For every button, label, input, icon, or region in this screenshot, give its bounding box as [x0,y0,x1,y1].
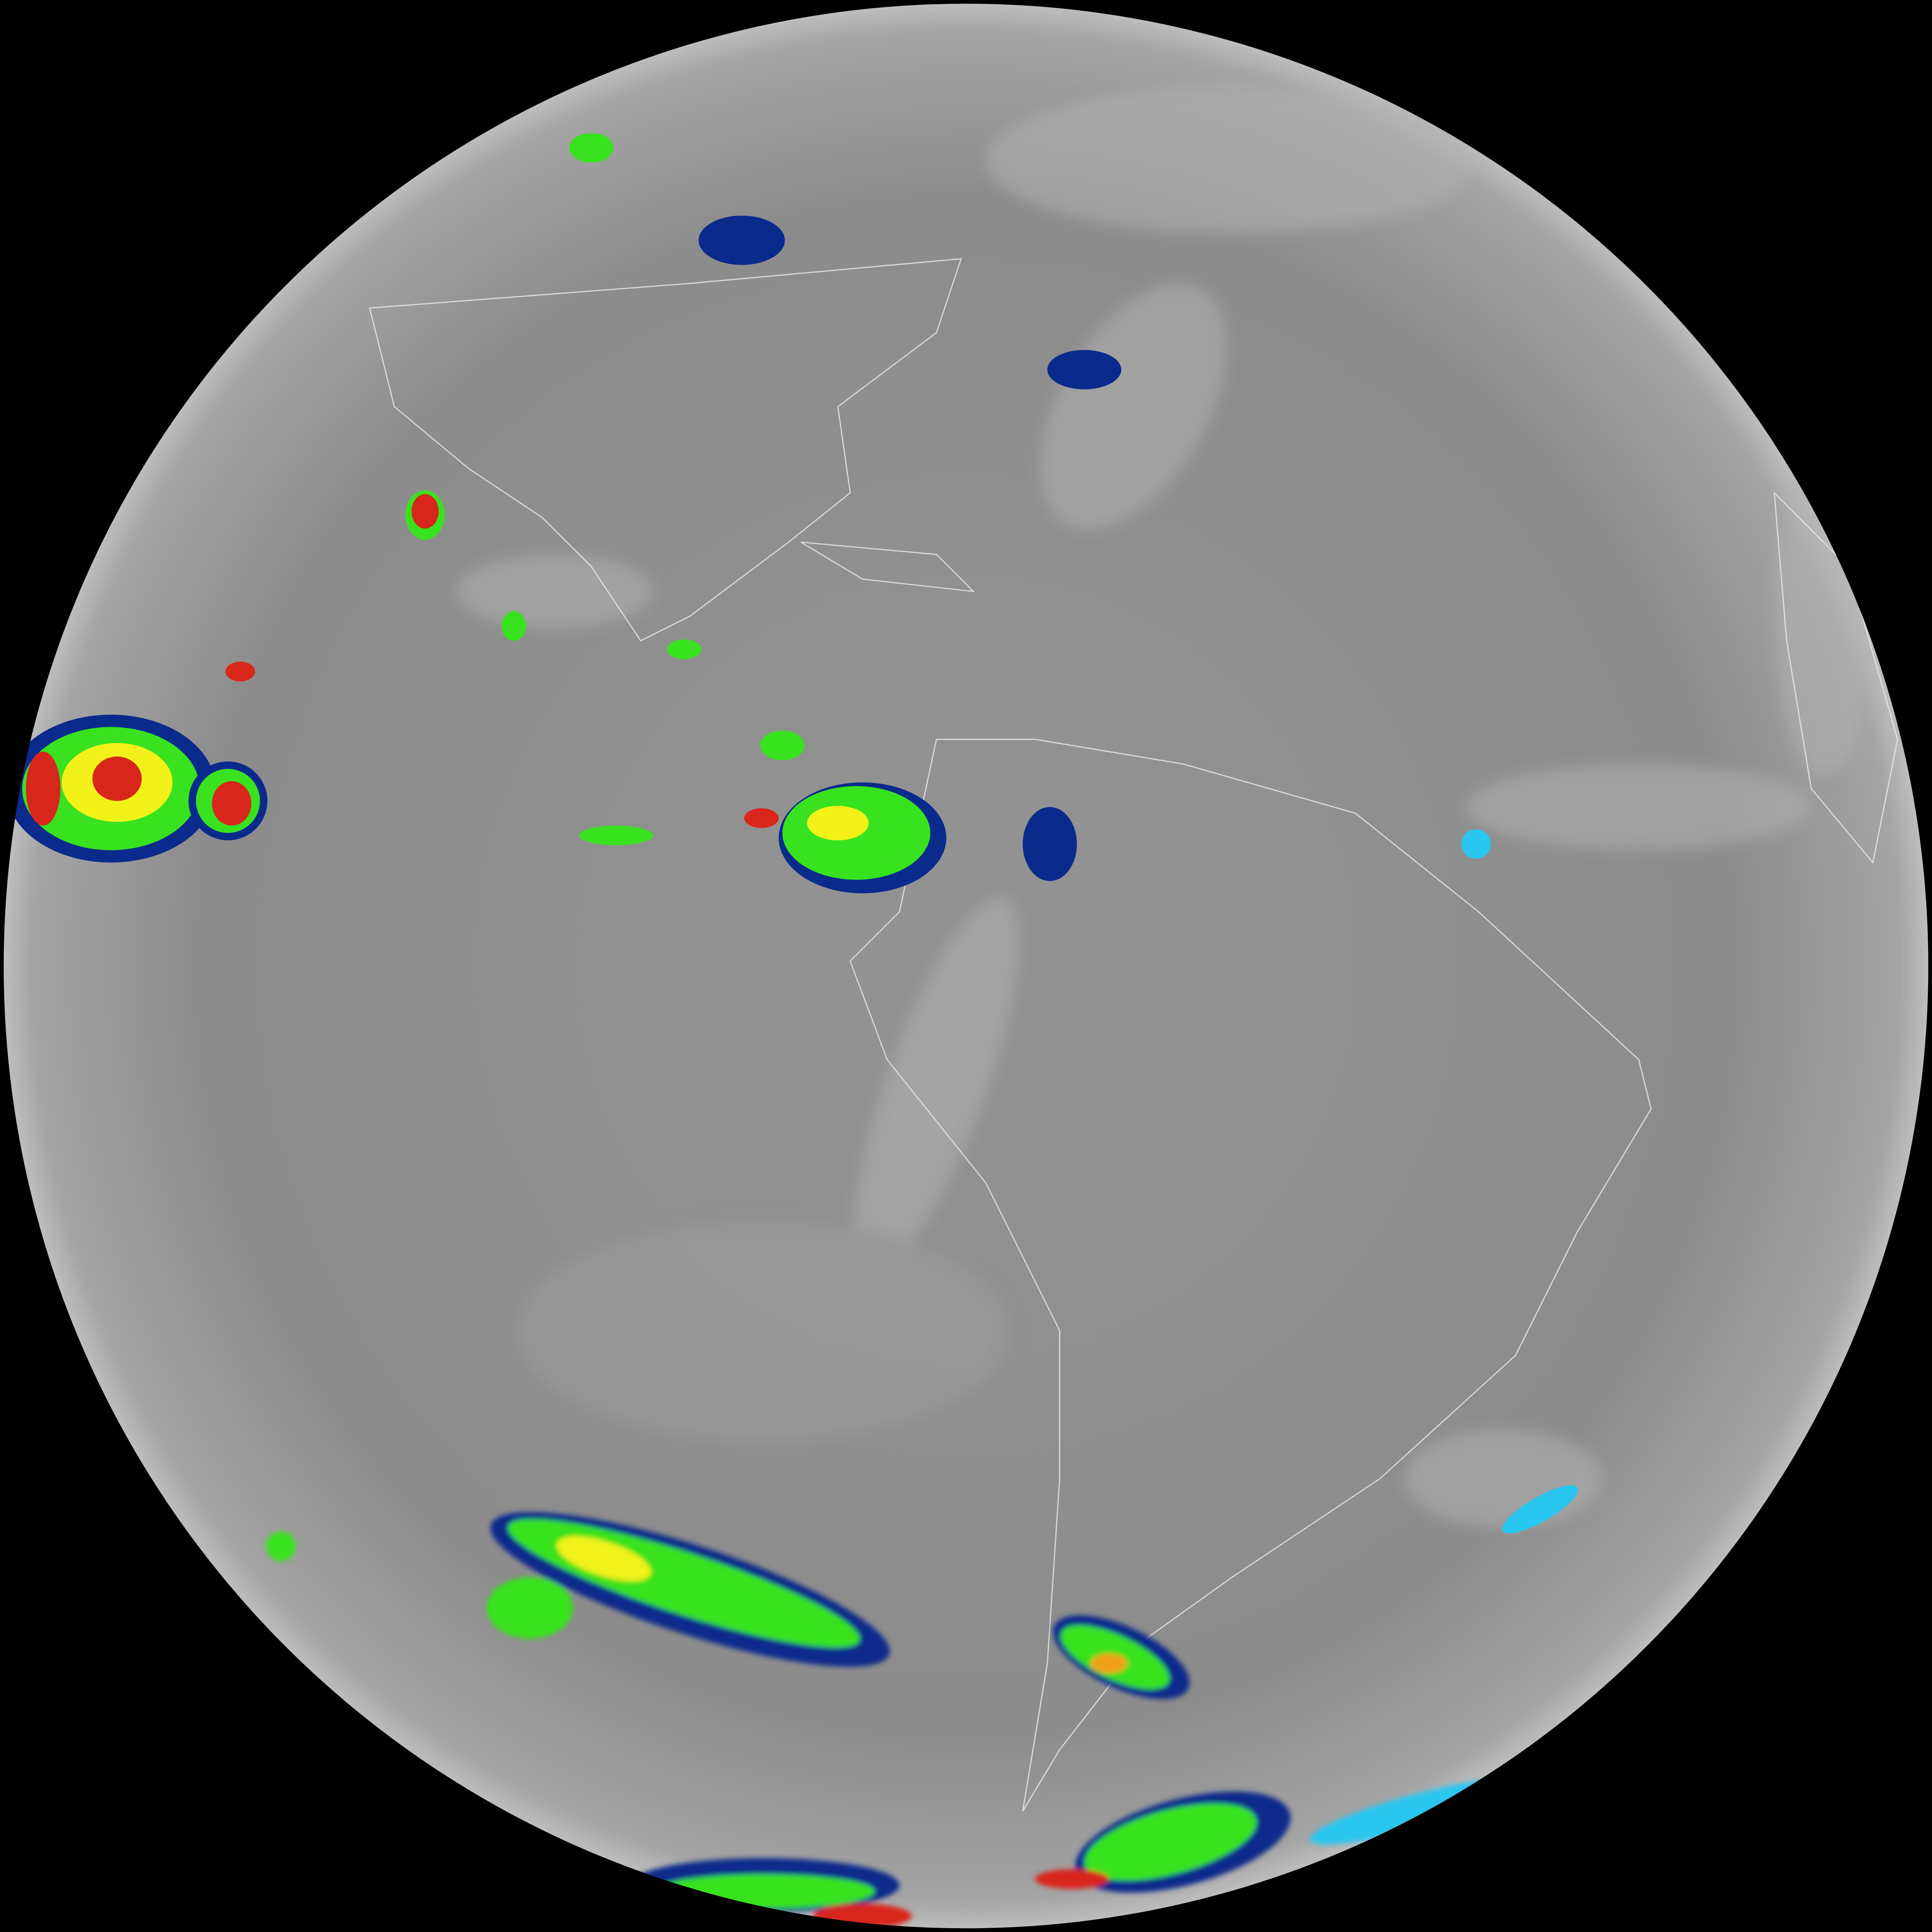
storm-clusters [6,133,1578,1929]
storm-colombia [1022,807,1077,881]
storm-itcz-west [6,662,267,863]
storm-atlantic [1047,350,1121,389]
cloud-south-atlantic [1502,1485,1578,1534]
storm-panama [744,730,946,893]
storm-south-pacific-front [486,1512,890,1667]
storm-great-lakes [699,216,785,265]
cloud-fields [456,86,1873,1528]
cloud-itcz-east [1461,829,1491,859]
storm-mexico [405,490,701,659]
storm-washington [569,133,614,163]
storm-argentina [1053,1615,1190,1699]
storm-itcz-central [579,825,653,845]
